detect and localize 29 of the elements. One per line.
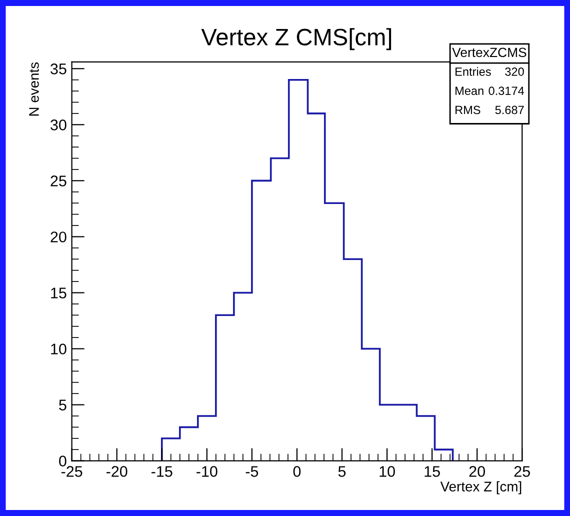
annotation: Entries: [456, 67, 491, 76]
y-tick-label: 10: [51, 344, 66, 354]
x-tick-label: -10: [196, 466, 218, 477]
chart-title: Vertex Z CMS[cm]: [201, 28, 392, 50]
y-tick-label: 15: [51, 288, 66, 298]
annotation: RMS: [456, 106, 480, 114]
x-tick-label: 0: [293, 466, 301, 477]
y-axis-title: N events: [29, 62, 39, 116]
x-tick-label: 20: [469, 466, 485, 477]
x-tick-label: 25: [514, 466, 530, 477]
y-tick-label: 5: [59, 400, 66, 410]
y-tick-label: 35: [50, 64, 66, 74]
x-axis-title: Vertex Z [cm]: [440, 481, 522, 494]
x-tick-label: 10: [380, 466, 395, 477]
x-tick-label: 5: [338, 466, 346, 477]
annotation: 0.3174: [488, 86, 524, 96]
x-tick-label: -20: [106, 466, 128, 477]
x-tick-label: -25: [61, 466, 82, 477]
text: VertexZCMS: [452, 48, 526, 58]
x-tick-label: 15: [424, 466, 440, 477]
annotation: 5.687: [495, 106, 524, 114]
y-tick-label: 20: [50, 232, 66, 242]
annotation: 320: [505, 68, 524, 76]
x-tick-label: -15: [152, 466, 172, 477]
x-tick-label: -5: [246, 466, 258, 477]
y-tick-label: 30: [50, 120, 66, 130]
annotation: Mean: [456, 86, 484, 96]
y-tick-label: 25: [50, 176, 66, 186]
y-tick-label: 0: [59, 456, 66, 466]
